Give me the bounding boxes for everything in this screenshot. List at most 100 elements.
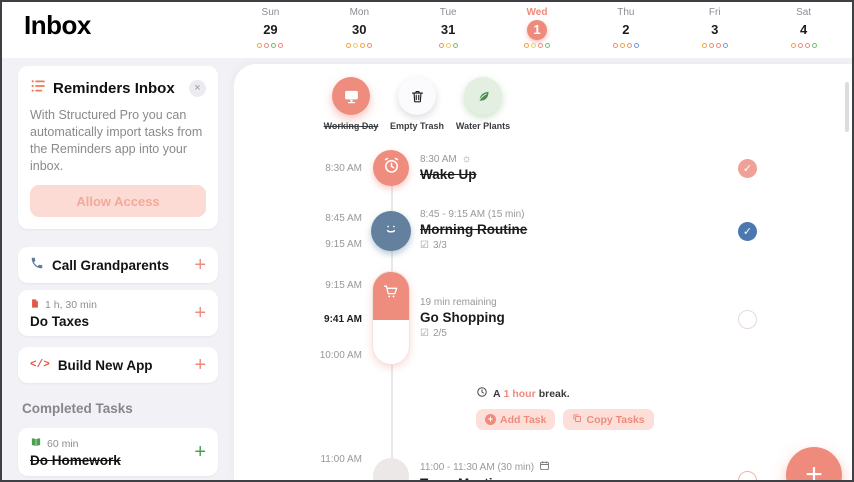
document-icon xyxy=(30,298,40,312)
alarm-clock-icon xyxy=(382,156,401,180)
current-time-label: 9:41 AM xyxy=(324,314,362,325)
inbox-task-build-new-app[interactable]: </> Build New App + xyxy=(18,347,218,383)
close-icon[interactable]: × xyxy=(189,80,206,97)
trash-icon[interactable] xyxy=(398,77,436,115)
time-label: 9:15 AM xyxy=(325,239,362,250)
checklist-icon: ☑ xyxy=(420,240,429,251)
day-timeline-panel: Working Day Empty Trash Water Plants 8:3… xyxy=(234,64,852,480)
task-title: Do Homework xyxy=(30,452,121,468)
day-fri[interactable]: Fri 3 xyxy=(670,5,759,55)
day-task-dots xyxy=(346,42,373,48)
task-bubble-meeting[interactable] xyxy=(373,458,409,480)
day-task-dots xyxy=(612,42,639,48)
quick-action-label: Working Day xyxy=(323,121,379,131)
task-bubble-go-shopping-progress[interactable] xyxy=(372,271,410,365)
code-icon: </> xyxy=(30,359,50,371)
day-number: 2 xyxy=(622,22,630,37)
task-bubble-wake-up[interactable] xyxy=(373,150,409,186)
time-label: 8:30 AM xyxy=(325,163,362,174)
day-mon[interactable]: Mon 30 xyxy=(315,5,404,55)
task-time: 11:00 - 11:30 AM (30 min) xyxy=(420,461,535,473)
day-wed-selected[interactable]: Wed 1 xyxy=(493,5,582,55)
day-name: Mon xyxy=(349,7,370,18)
inbox-task-do-taxes[interactable]: 1 h, 30 min Do Taxes + xyxy=(18,290,218,336)
task-title: Call Grandparents xyxy=(52,257,170,273)
add-task-fab[interactable]: + xyxy=(786,447,842,480)
check-icon: ✓ xyxy=(742,226,753,238)
day-tue[interactable]: Tue 31 xyxy=(404,5,493,55)
day-name: Wed xyxy=(526,7,548,18)
day-number-selected: 1 xyxy=(527,20,547,40)
task-complete-toggle[interactable] xyxy=(738,310,757,329)
copy-tasks-button[interactable]: Copy Tasks xyxy=(563,409,654,430)
task-title: Team Meeting xyxy=(420,476,550,480)
day-task-dots xyxy=(257,42,284,48)
break-text-post: break. xyxy=(538,387,570,400)
add-task-label: Add Task xyxy=(500,413,547,426)
allow-access-button[interactable]: Allow Access xyxy=(30,185,206,217)
day-name: Thu xyxy=(617,7,635,18)
copy-icon xyxy=(572,413,582,426)
break-duration: 1 hour xyxy=(503,387,536,400)
task-title: Wake Up xyxy=(420,167,477,182)
task-go-shopping[interactable]: 19 min remaining Go Shopping ☑ 2/5 xyxy=(420,297,505,339)
quick-action-label: Water Plants xyxy=(455,121,511,131)
day-task-dots xyxy=(790,42,817,48)
reminders-list-icon xyxy=(30,78,46,99)
task-complete-toggle[interactable]: ✓ xyxy=(738,222,757,241)
page-title: Inbox xyxy=(24,10,91,40)
quick-action-water-plants[interactable]: Water Plants xyxy=(452,77,514,131)
day-number: 29 xyxy=(263,22,278,37)
task-complete-toggle[interactable] xyxy=(738,471,757,480)
weather-sun-icon: ☼ xyxy=(461,153,472,165)
day-sat[interactable]: Sat 4 xyxy=(759,5,848,55)
add-to-day-button[interactable]: + xyxy=(194,302,206,324)
scrollbar-thumb[interactable] xyxy=(845,82,849,132)
quick-action-empty-trash[interactable]: Empty Trash xyxy=(386,77,448,131)
task-title: Do Taxes xyxy=(30,313,90,329)
task-complete-toggle[interactable]: ✓ xyxy=(738,159,757,178)
time-label: 10:00 AM xyxy=(319,350,362,361)
day-task-dots xyxy=(701,42,728,48)
task-wake-up[interactable]: 8:30 AM ☼ Wake Up xyxy=(420,153,477,182)
reminders-card-description: With Structured Pro you can automaticall… xyxy=(30,108,203,173)
quick-action-working-day[interactable]: Working Day xyxy=(320,77,382,131)
add-to-day-button[interactable]: + xyxy=(194,354,206,376)
task-duration: 1 h, 30 min xyxy=(45,298,97,311)
shopping-cart-icon xyxy=(383,283,400,305)
day-sun[interactable]: Sun 29 xyxy=(226,5,315,55)
day-name: Sat xyxy=(796,7,812,18)
day-name: Tue xyxy=(439,7,457,18)
add-task-button[interactable]: + Add Task xyxy=(476,409,556,430)
day-number: 31 xyxy=(440,22,456,37)
break-text-pre: A xyxy=(493,387,501,400)
monitor-icon[interactable] xyxy=(332,77,370,115)
day-number: 4 xyxy=(799,22,808,37)
add-to-day-button[interactable]: + xyxy=(194,254,206,276)
day-name: Sun xyxy=(261,7,280,18)
quick-actions-row: Working Day Empty Trash Water Plants xyxy=(320,77,514,131)
task-bubble-morning-routine[interactable] xyxy=(371,211,411,251)
task-morning-routine[interactable]: 8:45 - 9:15 AM (15 min) Morning Routine … xyxy=(420,209,527,251)
completed-tasks-heading: Completed Tasks xyxy=(22,401,133,416)
day-thu[interactable]: Thu 2 xyxy=(581,5,670,55)
phone-icon xyxy=(30,256,44,275)
leaf-icon[interactable] xyxy=(464,77,502,115)
time-label: 11:00 AM xyxy=(320,454,362,465)
inbox-task-call-grandparents[interactable]: Call Grandparents + xyxy=(18,247,218,283)
calendar-icon xyxy=(539,460,550,474)
checklist-icon: ☑ xyxy=(420,328,429,339)
time-label: 9:15 AM xyxy=(325,280,362,291)
task-time: 8:45 - 9:15 AM (15 min) xyxy=(420,209,525,220)
reminders-inbox-card: Reminders Inbox × With Structured Pro yo… xyxy=(18,66,218,229)
task-meeting[interactable]: 11:00 - 11:30 AM (30 min) Team Meeting xyxy=(420,460,550,480)
reminders-card-title: Reminders Inbox xyxy=(53,80,175,97)
completed-task-do-homework[interactable]: 60 min Do Homework + xyxy=(18,428,218,476)
add-to-day-button[interactable]: + xyxy=(194,441,206,463)
day-number: 3 xyxy=(711,22,719,37)
task-time: 8:30 AM xyxy=(420,153,457,165)
day-name: Fri xyxy=(708,7,721,18)
